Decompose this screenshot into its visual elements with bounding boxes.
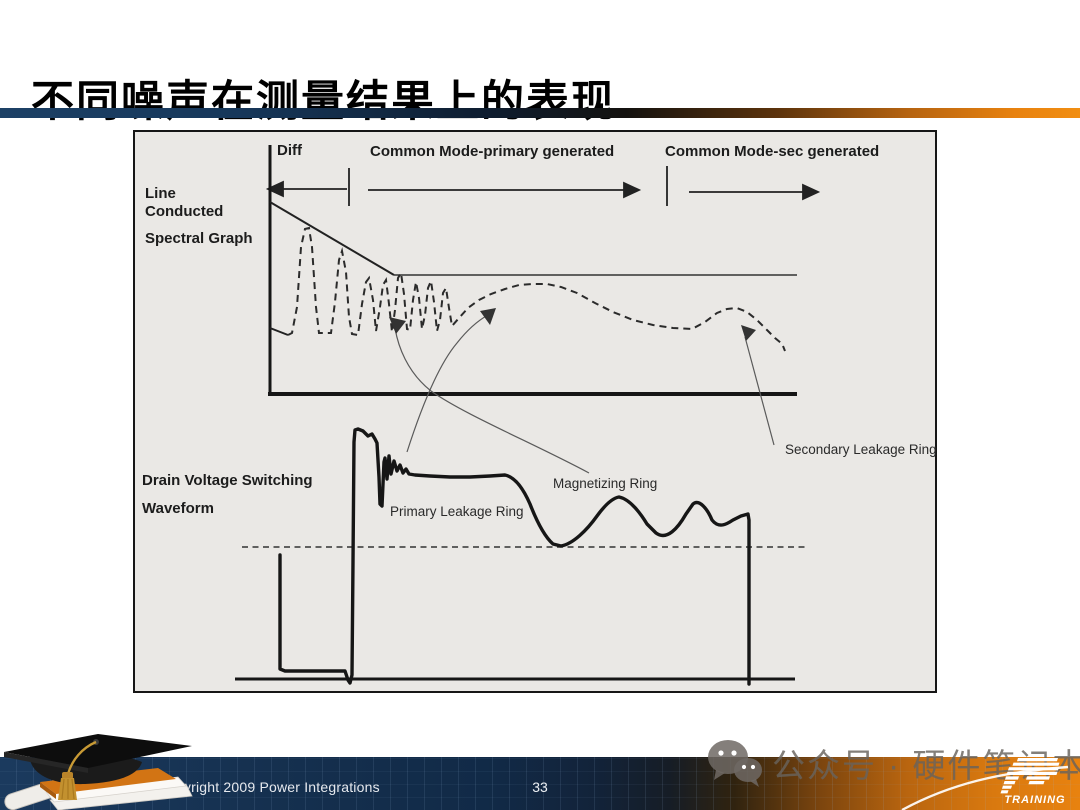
emi-noise-figure: Diff Common Mode-primary generated Commo…	[133, 130, 937, 693]
tassel-strands	[61, 778, 75, 800]
primary-leakage-leader	[406, 308, 496, 453]
arrowhead	[741, 325, 756, 341]
region-arrows	[265, 166, 821, 206]
label-line: Line	[145, 185, 176, 202]
magnetizing-ring-leader	[389, 317, 590, 474]
annotation-secondary-leakage-ring: Secondary Leakage Ring	[785, 442, 937, 457]
drain-waveform	[235, 427, 805, 686]
label-line-conducted: Line Conducted	[145, 185, 223, 221]
page-number: 33	[532, 779, 548, 795]
label-conducted: Conducted	[145, 203, 224, 220]
book-orange-edge	[40, 782, 56, 799]
label-spectral-graph: Spectral Graph	[145, 230, 253, 247]
region-label-cm-primary: Common Mode-primary generated	[370, 143, 615, 160]
region-label-diff: Diff	[277, 142, 302, 159]
label-drain-voltage: Drain Voltage Switching Waveform	[142, 473, 313, 516]
label-waveform: Waveform	[142, 500, 214, 517]
spectral-envelope-dashed	[287, 226, 786, 352]
mortarboard	[4, 734, 192, 768]
pi-emblem	[1000, 758, 1060, 794]
spectral-axes	[268, 145, 797, 396]
secondary-leakage-leader	[741, 325, 775, 446]
graduation-cap-image	[4, 734, 193, 810]
annotation-magnetizing-ring: Magnetizing Ring	[553, 476, 658, 491]
mortarboard-edge	[4, 752, 88, 773]
wechat-icon	[708, 740, 762, 787]
training-label: TRAINING	[1004, 794, 1066, 806]
arrowhead	[389, 317, 406, 334]
pi-logo-graphic	[901, 758, 1069, 810]
region-label-cm-secondary: Common Mode-sec generated	[665, 143, 880, 160]
copyright-text: © Copyright 2009 Power Integrations	[143, 779, 380, 795]
tassel-cord	[66, 740, 97, 775]
label-drain-voltage-switching: Drain Voltage Switching	[142, 472, 313, 489]
tassel-knot	[62, 772, 73, 779]
pi-training-logo: TRAINING	[880, 750, 1080, 810]
annotation-primary-leakage-ring: Primary Leakage Ring	[390, 504, 524, 519]
title-accent-bar	[0, 108, 1080, 118]
arrowhead	[480, 308, 496, 325]
figure-drawing	[235, 145, 821, 686]
